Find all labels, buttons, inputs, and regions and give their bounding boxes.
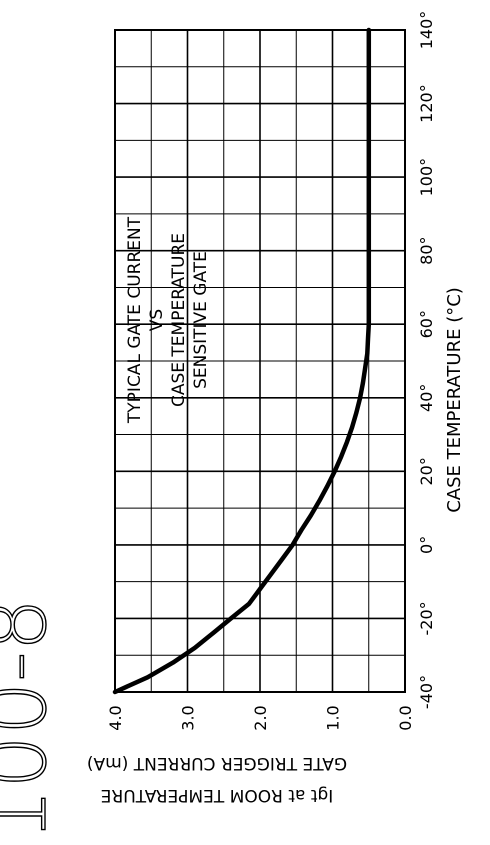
figure-number: 100-8 xyxy=(0,598,65,842)
y-tick-label: 3.0 xyxy=(179,705,198,730)
x-tick-labels: -40° -20° 0° 20° 40° 60° 80° 100° 120° 140° xyxy=(417,11,436,709)
y-axis-label-line-1: GATE TRIGGER CURRENT (mA) xyxy=(87,753,347,773)
y-tick-label: 0.0 xyxy=(396,705,415,730)
series-group xyxy=(112,27,372,695)
chart-title-line-2: VS xyxy=(147,309,167,331)
y-tick-label: 4.0 xyxy=(106,705,125,730)
x-tick-label: 140° xyxy=(417,11,436,50)
x-tick-label: 80° xyxy=(417,236,436,264)
series-line xyxy=(112,27,372,695)
x-axis-label: CASE TEMPERATURE (°C) xyxy=(444,287,465,513)
x-tick-label: -40° xyxy=(417,675,436,709)
x-tick-label: 120° xyxy=(417,84,436,123)
x-tick-label: 40° xyxy=(417,384,436,412)
chart-title-line-3: CASE TEMPERATURE xyxy=(169,233,189,407)
x-tick-label: 60° xyxy=(417,310,436,338)
x-tick-label: 100° xyxy=(417,158,436,197)
plot-frame xyxy=(114,29,406,693)
chart-title-line-4: SENSITIVE GATE xyxy=(191,251,211,389)
y-tick-label: 2.0 xyxy=(251,705,270,730)
chart-grid xyxy=(114,29,406,693)
chart-title-line-1: TYPICAL GATE CURRENT xyxy=(125,216,145,424)
x-tick-label: 20° xyxy=(417,457,436,485)
y-tick-labels: 0.0 1.0 2.0 3.0 4.0 xyxy=(106,705,415,730)
y-tick-label: 1.0 xyxy=(324,705,343,730)
x-tick-label: -20° xyxy=(417,601,436,635)
y-axis-label-line-2: Igt at ROOM TEMPERATURE xyxy=(101,785,334,805)
x-tick-label: 0° xyxy=(417,536,436,554)
